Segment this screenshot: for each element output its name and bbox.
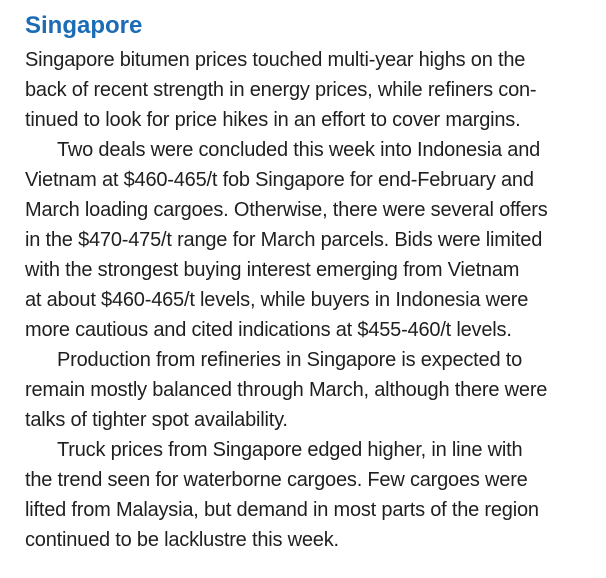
text-line: remain mostly balanced through March, al…	[25, 379, 548, 401]
paragraph: Two deals were concluded this week into …	[25, 135, 592, 345]
text-line: Truck prices from Singapore edged higher…	[57, 439, 523, 461]
text-line: more cautious and cited indications at $…	[25, 319, 512, 341]
paragraph: Production from refineries in Singapore …	[25, 345, 592, 435]
text-line: lifted from Malaysia, but demand in most…	[25, 499, 539, 521]
section-heading: Singapore	[25, 12, 143, 39]
text-line: the trend seen for waterborne cargoes. F…	[25, 469, 528, 491]
text-line: Vietnam at $460-465/t fob Singapore for …	[25, 169, 534, 191]
report-section-singapore: Singapore Singapore bitumen prices touch…	[25, 10, 592, 555]
text-line: back of recent strength in energy prices…	[25, 79, 537, 101]
text-line: tinued to look for price hikes in an eff…	[25, 109, 521, 131]
paragraph: Singapore bitumen prices touched multi-y…	[25, 45, 592, 135]
text-line: Singapore bitumen prices touched multi-y…	[25, 49, 526, 71]
text-line: talks of tighter spot availability.	[25, 409, 288, 431]
text-line: continued to be lacklustre this week.	[25, 529, 339, 551]
text-line: with the strongest buying interest emerg…	[25, 259, 520, 281]
text-line: Production from refineries in Singapore …	[57, 349, 523, 371]
text-line: in the $470-475/t range for March parcel…	[25, 229, 543, 251]
text-line: at about $460-465/t levels, while buyers…	[25, 289, 529, 311]
paragraph: Truck prices from Singapore edged higher…	[25, 435, 592, 555]
text-line: March loading cargoes. Otherwise, there …	[25, 199, 548, 221]
text-line: Two deals were concluded this week into …	[57, 139, 541, 161]
